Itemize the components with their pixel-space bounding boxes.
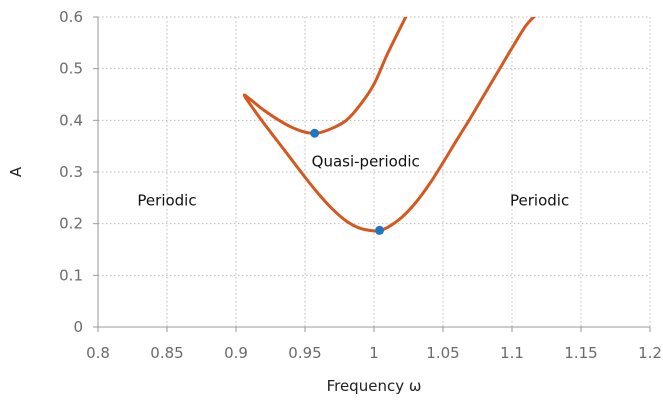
y-tick-label: 0.4 (59, 111, 83, 129)
axes: 0.8 0.85 0.9 0.95 1 1.05 1.1 1.15 1.2 0 0.1 0.2 0.3 0… (59, 8, 662, 362)
x-axis-title: Frequency ω (327, 377, 422, 395)
x-tick-label: 1.15 (564, 344, 597, 362)
x-tick-label: 1.2 (638, 344, 662, 362)
region-label: Periodic (137, 191, 196, 209)
x-tick-label: 1.1 (500, 344, 524, 362)
x-tick-label: 0.95 (288, 344, 321, 362)
region-label: Periodic (510, 191, 569, 209)
series (242, 17, 537, 233)
bifurcation-point (375, 225, 385, 235)
x-tick-label: 1.05 (426, 344, 459, 362)
y-tick-label: 0 (73, 318, 83, 336)
bifurcation-point (310, 128, 320, 138)
x-tick-label: 0.8 (86, 344, 110, 362)
y-tick-label: 0.2 (59, 215, 83, 233)
grid (98, 16, 651, 327)
region-label: Quasi-periodic (312, 153, 420, 171)
x-tick-label: 0.85 (150, 344, 183, 362)
marker-points (310, 128, 385, 235)
annotations: Periodic Quasi-periodic Periodic (137, 153, 569, 210)
x-tick-label: 0.9 (224, 344, 248, 362)
y-tick-label: 0.6 (59, 8, 83, 26)
y-tick-label: 0.3 (59, 163, 83, 181)
y-tick-label: 0.5 (59, 60, 83, 78)
y-axis-title: A (7, 166, 25, 177)
y-tick-label: 0.1 (59, 266, 83, 284)
x-tick-label: 1 (369, 344, 379, 362)
amplitude-curve (242, 17, 537, 233)
